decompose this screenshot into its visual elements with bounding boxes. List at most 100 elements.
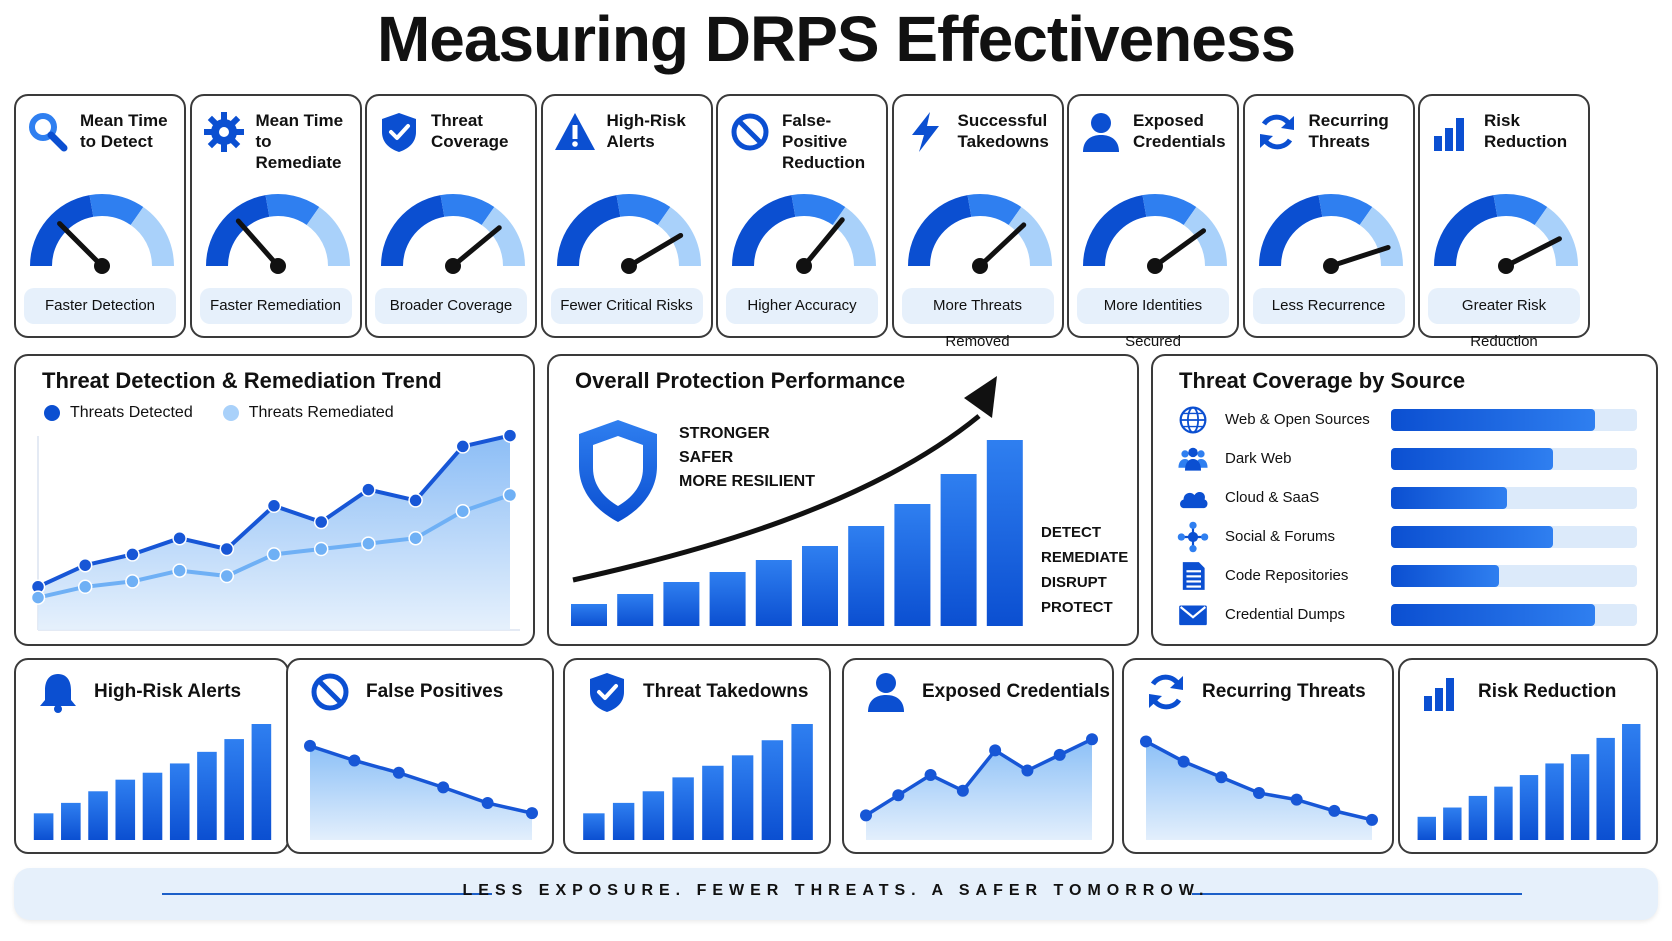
gauge-segment-dark (1083, 195, 1147, 266)
legend-dot-detected (44, 405, 60, 421)
gauge-segment-mid (791, 194, 846, 226)
mini-bar (1545, 763, 1564, 840)
gauge-needle (1503, 236, 1562, 269)
gear-icon (202, 110, 246, 154)
mini-header: Exposed Credentials (864, 670, 1110, 714)
gauge-segment-dark (907, 195, 971, 266)
ban-icon (728, 110, 772, 154)
gauge-needle (626, 232, 683, 269)
mini-point (526, 807, 538, 820)
data-point (172, 530, 187, 546)
mini-title: Exposed Credentials (922, 681, 1110, 702)
mini-chart (860, 733, 1098, 840)
gauge-hub (1322, 258, 1339, 274)
mini-point (1366, 813, 1378, 826)
gauge-segment-dark (732, 195, 796, 266)
coverage-bar-track (1391, 487, 1637, 509)
mini-bar (791, 724, 813, 840)
data-point (502, 428, 518, 443)
gauge-segment-light (832, 207, 876, 266)
kpi-title: Mean Time to Remediate (256, 110, 360, 173)
kpi-title-line: Coverage (431, 132, 509, 151)
kpi-title-line: Reduction (1484, 132, 1568, 151)
mini-point (1253, 786, 1265, 799)
coverage-label: Cloud & SaaS (1225, 488, 1320, 506)
coverage-bar-track (1391, 526, 1637, 548)
performance-title: Overall Protection Performance (575, 368, 906, 393)
data-point (219, 568, 235, 584)
kpi-header: Risk Reduction (1430, 110, 1567, 154)
gauge-segment-mid (615, 194, 670, 226)
kpi-gauge (30, 194, 174, 274)
coverage-row: Credential Dumps (1177, 599, 1637, 629)
kpi-gauge (1083, 194, 1227, 274)
mini-bar (642, 791, 665, 840)
performance-bar (617, 594, 654, 626)
gauge-segment-mid (1493, 194, 1548, 226)
coverage-row: Cloud & SaaS (1177, 482, 1637, 512)
kpi-header: Successful Takedowns (904, 110, 1049, 154)
gauge-segment-dark (30, 195, 94, 266)
kpi-title-line: to Detect (80, 132, 153, 151)
gauge-segment-light (481, 207, 525, 266)
kpi-gauge (381, 194, 525, 274)
data-point (125, 574, 140, 589)
kpi-title: High-Risk Alerts (607, 110, 686, 152)
mini-point (892, 789, 905, 802)
gauge-segment-mid (1317, 194, 1372, 226)
performance-bar (571, 604, 607, 626)
gauge-segment-light (1183, 207, 1227, 266)
mini-bar (1468, 795, 1488, 840)
coverage-bar-track (1391, 448, 1637, 470)
kpi-header: Recurring Threats (1255, 110, 1389, 154)
gauge-needle (1152, 228, 1207, 269)
kpi-card: Exposed Credentials More Identities Secure… (1067, 94, 1239, 350)
legend-item-remediated: Threats Remediated (222, 404, 394, 422)
legend-dot-remediated (222, 405, 239, 421)
kpi-title-line: Successful (957, 111, 1048, 130)
data-point (408, 530, 423, 546)
refresh-icon (1255, 110, 1299, 154)
mini-header: Risk Reduction (1420, 670, 1616, 714)
gauge-hub (94, 258, 110, 274)
gauge-hub (1498, 258, 1514, 274)
gauge-segment-dark (381, 195, 445, 266)
trend-panel: Threat Detection & Remediation Trend Thr… (14, 354, 535, 646)
kpi-card: Mean Time to Detect Faster Detection (14, 94, 186, 338)
kpi-title: Successful Takedowns (958, 110, 1049, 152)
gauge-needle (450, 225, 502, 269)
mini-bar (1596, 737, 1615, 840)
mini-header: Threat Takedowns (585, 670, 808, 714)
gauge-needle (977, 222, 1026, 269)
kpi-card: Successful Takedowns More Threats Removed (891, 94, 1064, 350)
gauge-segment-light (306, 207, 350, 266)
mini-point (1215, 771, 1228, 784)
kpi-title: Recurring Threats (1309, 110, 1389, 152)
page-title: Measuring DRPS Effectiveness (376, 3, 1296, 75)
gauge-segment-mid (440, 194, 495, 226)
trend-area (38, 435, 510, 630)
mini-chart (1417, 724, 1641, 840)
mini-bar (142, 772, 163, 840)
performance-chart (571, 376, 1023, 626)
data-point (219, 541, 235, 557)
search-icon (26, 110, 70, 154)
kpi-header: Mean Time to Detect (26, 110, 168, 154)
kpi-caption: More Identities Secured (1077, 288, 1229, 350)
kpi-gauge (907, 194, 1052, 274)
kpi-title-line: Credentials (1133, 132, 1226, 151)
performance-bar (940, 474, 977, 626)
kpi-title-line: Takedowns (957, 132, 1049, 151)
kpi-title-line: Recurring (1308, 111, 1389, 130)
mini-bar (197, 751, 217, 840)
coverage-bar-track (1391, 604, 1637, 626)
mini-card: Exposed Credentials (842, 658, 1114, 854)
legend-item-detected: Threats Detected (44, 404, 193, 422)
mini-point (1021, 764, 1034, 777)
mini-chart (33, 724, 272, 840)
mini-title: Threat Takedowns (643, 681, 809, 702)
kpi-card: Mean Time to Remediate Faster Remediation (189, 94, 362, 338)
gauge-hub (796, 258, 812, 274)
mini-point (1140, 735, 1152, 748)
mini-point (437, 781, 450, 794)
